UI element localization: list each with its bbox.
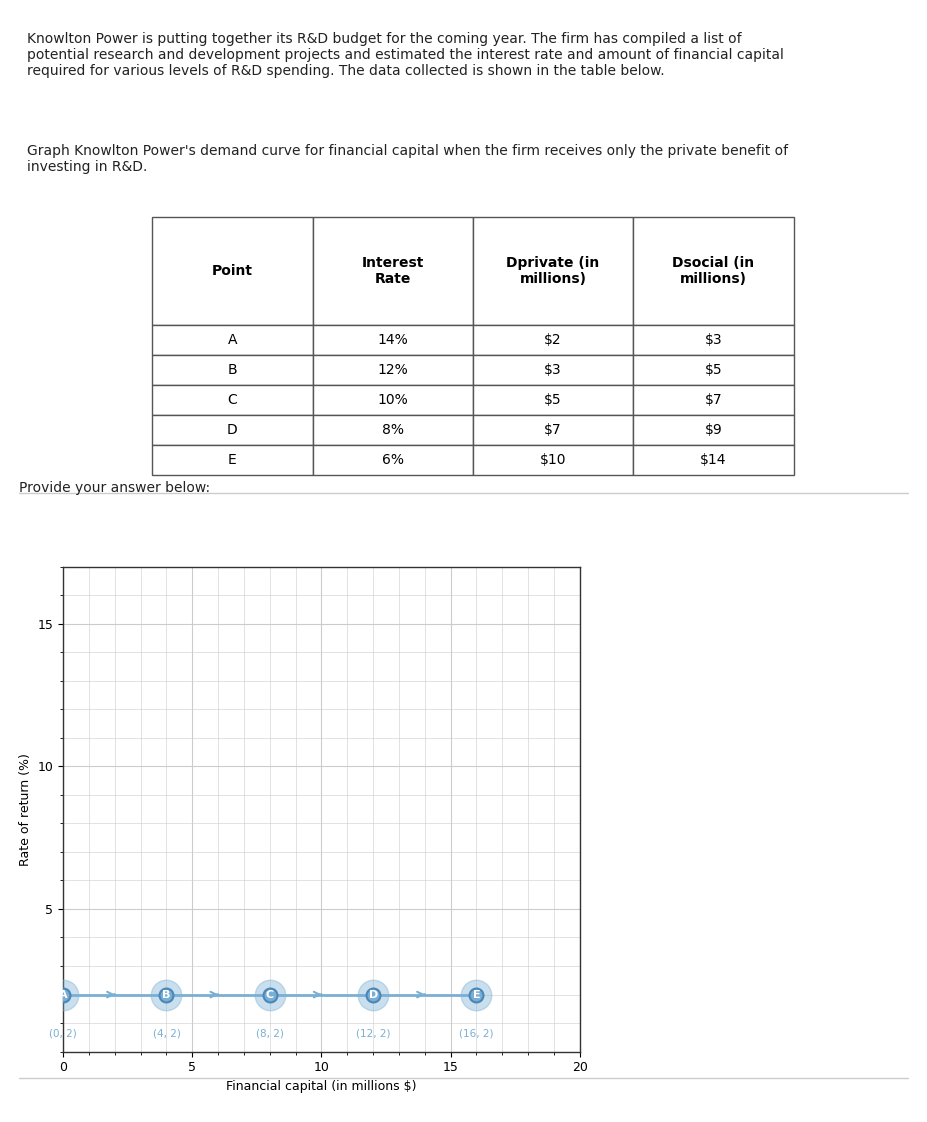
Text: Graph Knowlton Power's demand curve for financial capital when the firm receives: Graph Knowlton Power's demand curve for … (28, 144, 788, 174)
Text: Provide your answer below:: Provide your answer below: (19, 481, 210, 495)
Text: Knowlton Power is putting together its R&D budget for the coming year. The firm : Knowlton Power is putting together its R… (28, 31, 783, 79)
